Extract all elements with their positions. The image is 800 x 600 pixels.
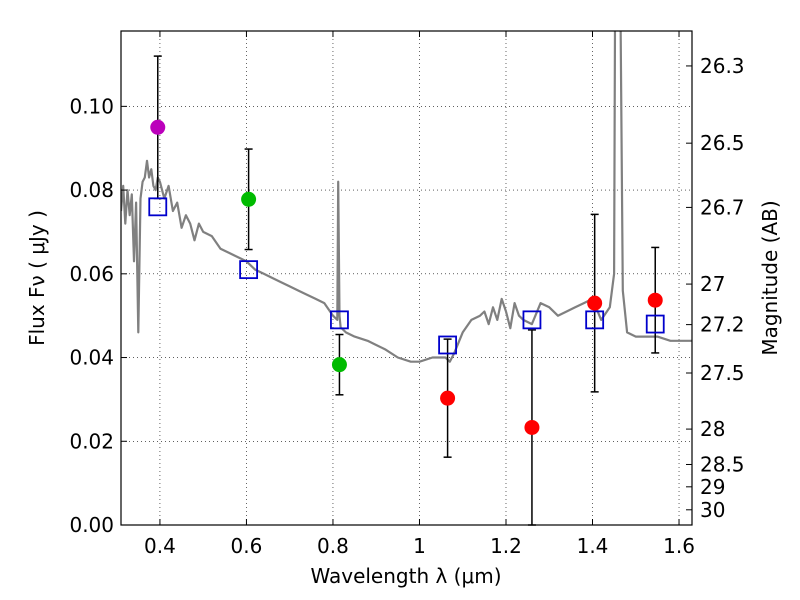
x-tick-label: 0.8 [317, 534, 349, 558]
y2-tick-label: 29 [700, 475, 725, 499]
y-tick-label: 0.00 [69, 513, 114, 537]
observed-flux-point [440, 390, 456, 406]
y-tick-label: 0.10 [69, 94, 114, 118]
y-axis-label: Flux Fν ( μJy ) [25, 210, 49, 346]
y2-tick-label: 28.5 [700, 452, 745, 476]
observed-flux-point [524, 419, 540, 435]
y-tick-label: 0.06 [69, 262, 114, 286]
observed-flux-point [587, 295, 603, 311]
model-flux-square [330, 310, 349, 330]
model-flux-square [645, 314, 665, 334]
model-flux-square [438, 335, 457, 355]
observed-flux-point [150, 119, 166, 135]
observed-flux-point [331, 357, 347, 373]
y2-tick-label: 26.7 [700, 195, 745, 219]
x-tick-label: 1.4 [577, 534, 609, 558]
x-axis-label: Wavelength λ (μm) [310, 564, 501, 588]
plot-background [121, 31, 692, 525]
model-flux-square [585, 310, 605, 330]
y2-tick-label: 27 [700, 272, 725, 296]
model-flux-square [239, 260, 259, 280]
y2-axis-label: Magnitude (AB) [758, 200, 782, 355]
observed-flux-point [647, 292, 663, 308]
x-tick-label: 0.4 [144, 534, 176, 558]
plot-frame [120, 30, 693, 526]
y2-tick-label: 30 [700, 498, 725, 522]
x-tick-label: 1 [413, 534, 426, 558]
model-flux-square [148, 197, 168, 217]
observed-flux-point [241, 191, 257, 207]
y2-tick-label: 26.3 [700, 54, 745, 78]
y-tick-label: 0.08 [69, 178, 114, 202]
y-tick-label: 0.04 [69, 346, 114, 370]
model-flux-square [522, 310, 542, 330]
x-tick-label: 0.6 [231, 534, 263, 558]
y2-tick-label: 26.5 [700, 131, 745, 155]
y-axis-ticks: 0.00 0.02 0.04 0.06 0.08 0.10 [69, 94, 127, 537]
y2-tick-label: 27.2 [700, 313, 745, 337]
x-tick-label: 1.6 [663, 534, 695, 558]
x-axis-ticks: 0.4 0.6 0.8 1 1.2 1.4 1.6 [144, 31, 695, 558]
y2-tick-label: 27.5 [700, 361, 745, 385]
markers-layer [148, 55, 665, 526]
x-tick-label: 1.2 [490, 534, 522, 558]
y2-tick-label: 28 [700, 417, 725, 441]
y-tick-label: 0.02 [69, 429, 114, 453]
